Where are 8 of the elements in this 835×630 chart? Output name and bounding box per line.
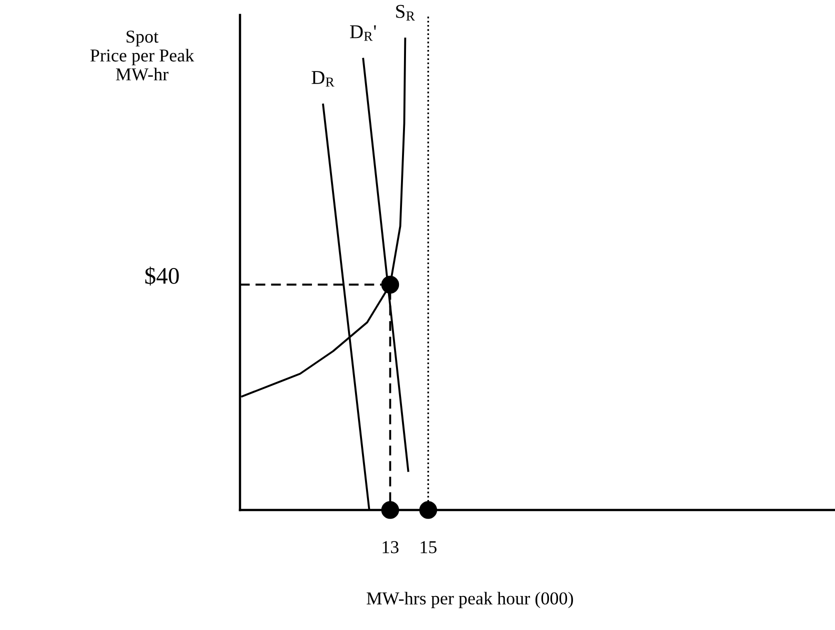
text: $40	[145, 266, 179, 286]
x-tick-label: 13	[382, 541, 398, 554]
series-label: D$_{R}$'	[350, 25, 376, 41]
series-label: D$_{R}$	[312, 71, 334, 87]
series-label: S$_{R}$	[396, 4, 415, 20]
x-tick-label: 15	[420, 541, 437, 554]
y-axis-title: Spot Price per Peak MW-hr	[90, 30, 194, 81]
x-axis-title: MW-hrs per peak hour (000)	[366, 592, 573, 608]
